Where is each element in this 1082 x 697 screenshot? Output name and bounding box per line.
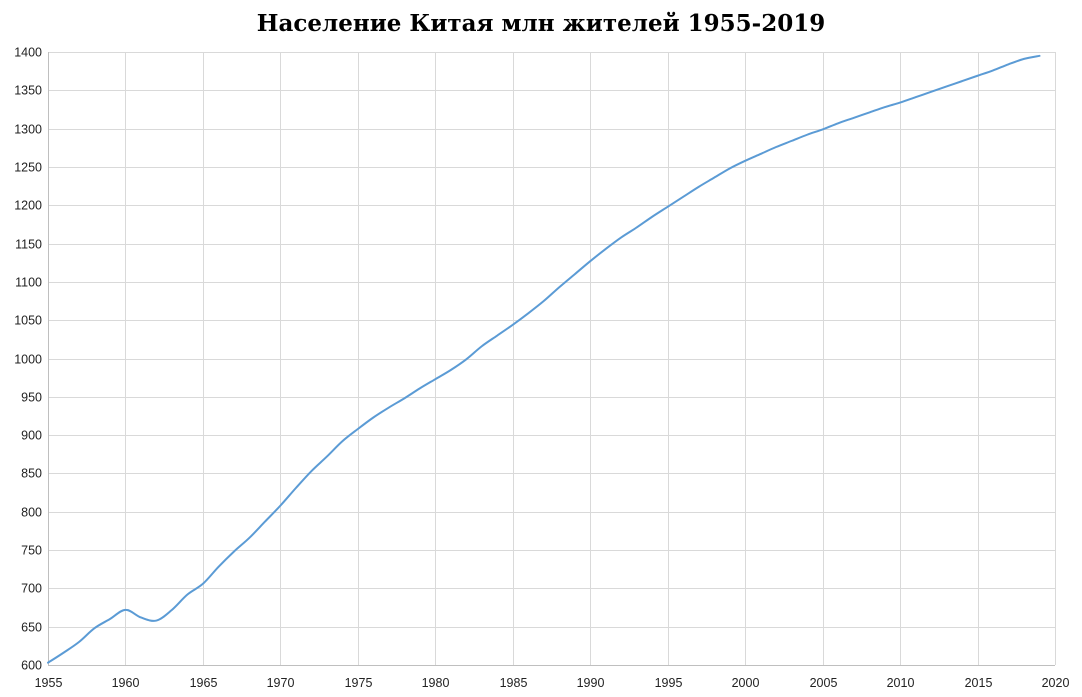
x-tick-label: 1960 (112, 676, 140, 690)
y-tick-label: 1250 (14, 161, 42, 175)
x-axis: 1955 1960 1965 1970 1975 1980 1985 1990 1995 2000… (35, 676, 1070, 690)
x-tick-label: 1985 (500, 676, 528, 690)
y-tick-label: 850 (21, 467, 42, 481)
y-tick-label: 750 (21, 544, 42, 558)
x-tick-label: 1955 (35, 676, 63, 690)
x-tick-label: 2015 (965, 676, 993, 690)
y-tick-label: 800 (21, 506, 42, 520)
y-tick-label: 950 (21, 391, 42, 405)
y-tick-label: 1200 (14, 199, 42, 213)
x-tick-label: 1975 (345, 676, 373, 690)
y-tick-label: 1350 (14, 84, 42, 98)
x-tick-label: 1980 (422, 676, 450, 690)
y-tick-label: 900 (21, 429, 42, 443)
series-line (47, 54, 1041, 664)
x-tick-label: 2010 (887, 676, 915, 690)
y-axis: 600 650 700 750 800 850 900 950 1000 1050 1100 1150… (14, 46, 42, 673)
x-tick-label: 1965 (190, 676, 218, 690)
y-tick-label: 650 (21, 621, 42, 635)
x-tick-label: 1970 (267, 676, 295, 690)
chart-title: Население Китая млн жителей 1955-2019 (257, 10, 826, 37)
x-tick-label: 1995 (655, 676, 683, 690)
x-tick-label: 2005 (810, 676, 838, 690)
x-tick-label: 2000 (732, 676, 760, 690)
y-tick-label: 1100 (15, 276, 42, 290)
grid-lines (48, 52, 1056, 666)
series-group (47, 54, 1041, 664)
x-tick-label: 2020 (1042, 676, 1070, 690)
x-tick-label: 1990 (577, 676, 605, 690)
y-tick-label: 700 (21, 582, 42, 596)
y-tick-label: 1050 (14, 314, 42, 328)
y-tick-label: 600 (21, 659, 42, 673)
y-tick-label: 1000 (14, 353, 42, 367)
y-tick-label: 1400 (14, 46, 42, 60)
y-tick-label: 1300 (14, 123, 42, 137)
y-tick-label: 1150 (15, 238, 42, 252)
